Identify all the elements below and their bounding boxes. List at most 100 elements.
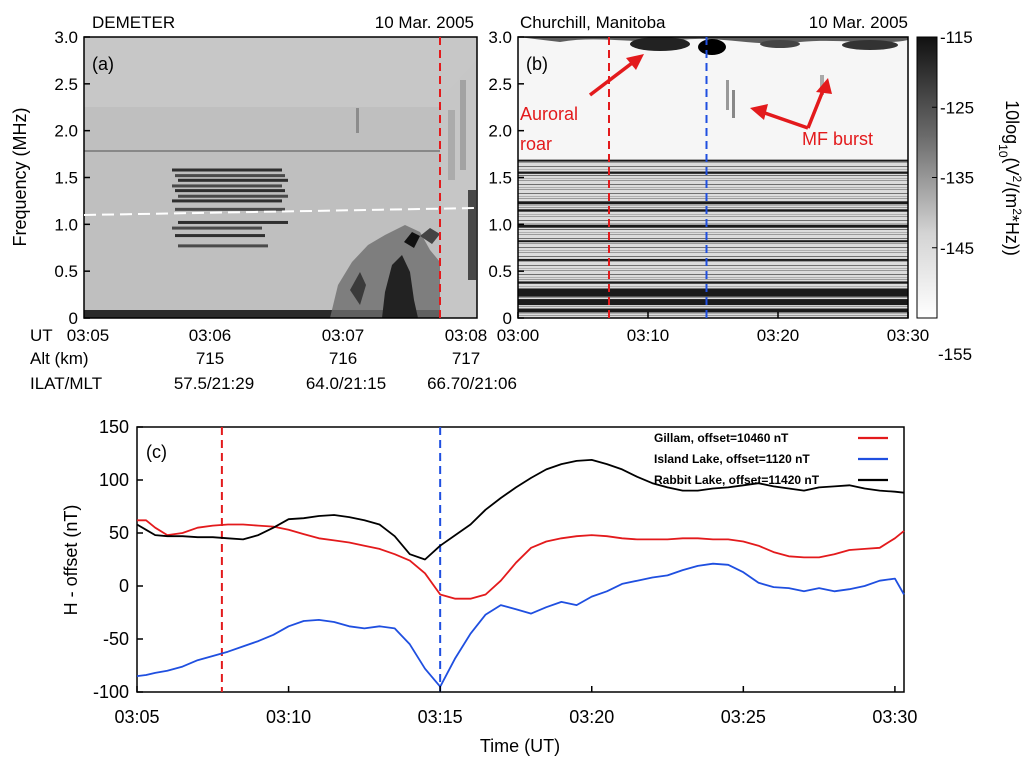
panel-b-y-tick-label: 2.0 — [488, 122, 512, 141]
y-tick-label: -100 — [93, 682, 129, 702]
panel-c-y-label: H - offset (nT) — [61, 505, 81, 616]
series-line — [136, 458, 905, 561]
colorbar-tick-label: -125 — [940, 98, 974, 117]
panel-b-y-ticks: 0 0.5 1.0 1.5 2.0 2.5 3.0 — [488, 28, 524, 328]
ilat-mlt-value: 64.0/21:15 — [306, 374, 386, 393]
auroral-roar-annotation: Auroral roar — [520, 54, 644, 154]
rfi-band — [178, 220, 288, 224]
rfi-band — [175, 207, 285, 211]
panel-a-instrument: DEMETER — [92, 13, 175, 32]
annotation-roar: roar — [520, 134, 552, 154]
series-line — [137, 519, 905, 600]
panel-c-x-ticks: 03:05 03:10 03:15 03:20 03:25 03:30 — [114, 686, 917, 727]
broadcast-band — [518, 209, 908, 212]
rfi-band — [175, 174, 285, 178]
panel-b-y-tick-label: 1.5 — [488, 169, 512, 188]
panel-b-dark-bands — [518, 159, 908, 313]
x-tick-label: 03:05 — [114, 707, 159, 727]
annotation-mf-burst: MF burst — [802, 129, 873, 149]
arrow-head-icon — [626, 54, 644, 70]
rfi-bands — [172, 168, 288, 248]
panel-a-letter: (a) — [92, 54, 114, 74]
arrow-shaft — [761, 110, 809, 130]
panel-a-date: 10 Mar. 2005 — [375, 13, 474, 32]
broadcast-band — [518, 299, 908, 306]
series-line — [136, 562, 905, 688]
rfi-band — [178, 244, 268, 248]
panel-c-x-label: Time (UT) — [480, 736, 560, 756]
broadcast-band — [518, 224, 908, 228]
panel-a-y-tick-label: 1.0 — [54, 215, 78, 234]
colorbar-tick-label: -115 — [940, 28, 973, 47]
y-tick-label: 100 — [99, 470, 129, 490]
arrow-head-icon — [750, 104, 768, 120]
y-tick-label: 150 — [99, 417, 129, 437]
panel-c-y-ticks: -100 -50 0 50 100 150 — [93, 417, 143, 702]
alt-label: Alt (km) — [30, 349, 89, 368]
x-tick-label: 03:25 — [721, 707, 766, 727]
panel-a: DEMETER 10 Mar. 2005 (a) 0 0.5 1.0 1.5 2.0 2.… — [10, 13, 517, 393]
panel-c-letter: (c) — [146, 442, 167, 462]
broadcast-band — [518, 171, 908, 174]
broadcast-band — [518, 159, 908, 162]
colorbar-tick-label: -135 — [940, 169, 974, 188]
panel-b-date: 10 Mar. 2005 — [809, 13, 908, 32]
x-tick-label: 03:10 — [266, 707, 311, 727]
colorbar-ticks: -115 -125 -135 -145 -155 — [932, 28, 974, 364]
colorbar: -115 -125 -135 -145 -155 10log10(V2/(m2*Hz)) — [916, 28, 1024, 364]
panel-a-y-label: Frequency (MHz) — [10, 107, 30, 246]
legend-label: Island Lake, offset=1120 nT — [654, 452, 810, 466]
panel-a-y-tick-label: 1.5 — [54, 169, 78, 188]
panel-a-y-tick-label: 3.0 — [54, 28, 78, 47]
rfi-band — [172, 184, 282, 188]
x-tick-label: 03:15 — [418, 707, 463, 727]
y-tick-label: 0 — [119, 576, 129, 596]
panel-b-letter: (b) — [526, 54, 548, 74]
panel-c-legend: Gillam, offset=10460 nT Island Lake, offs… — [654, 431, 888, 487]
panel-a-y-tick-label: 0.5 — [54, 262, 78, 281]
ut-value: 03:05 — [67, 326, 110, 345]
broadcast-band — [518, 201, 908, 205]
broadcast-band — [518, 281, 908, 284]
arrow-shaft — [806, 87, 826, 129]
legend-label: Gillam, offset=10460 nT — [654, 431, 789, 445]
panel-a-spectrogram — [84, 37, 477, 318]
panel-b-y-tick-label: 0 — [503, 309, 512, 328]
panel-a-y-ticks: 0 0.5 1.0 1.5 2.0 2.5 3.0 — [54, 28, 90, 328]
panel-a-y-tick-label: 2.0 — [54, 122, 78, 141]
colorbar-tick-label: -145 — [940, 239, 974, 258]
annotation-auroral: Auroral — [520, 104, 578, 124]
ut-label: UT — [30, 326, 53, 345]
broadcast-band — [518, 258, 908, 261]
panel-b-x-ticks: 03:00 03:10 03:20 03:30 — [497, 312, 930, 345]
colorbar-tick-label: -155 — [938, 345, 972, 364]
alt-value: 715 — [196, 349, 224, 368]
panel-b-y-tick-label: 3.0 — [488, 28, 512, 47]
arrow-shaft — [588, 58, 638, 97]
ut-value: 03:08 — [445, 326, 488, 345]
rfi-band — [178, 194, 288, 198]
rfi-band — [172, 199, 282, 203]
panel-a-x-rows: UT 03:05 03:06 03:07 03:08 Alt (km) 715 … — [30, 326, 517, 393]
ut-value: 03:06 — [189, 326, 232, 345]
panel-b-y-tick-label: 2.5 — [488, 75, 512, 94]
legend-label: Rabbit Lake, offset=11420 nT — [654, 473, 820, 487]
panel-b-location: Churchill, Manitoba — [520, 13, 666, 32]
x-tick-label: 03:20 — [569, 707, 614, 727]
panel-a-whistler-line — [83, 207, 478, 216]
panel-b-y-tick-label: 1.0 — [488, 215, 512, 234]
y-tick-label: 50 — [109, 523, 129, 543]
panel-a-y-tick-label: 0 — [69, 309, 78, 328]
x-tick-label: 03:30 — [872, 707, 917, 727]
colorbar-label: 10log10(V2/(m2*Hz)) — [996, 100, 1024, 256]
rfi-band — [175, 234, 265, 238]
panel-a-y-tick-label: 2.5 — [54, 75, 78, 94]
panel-b-x-tick-label: 03:00 — [497, 326, 540, 345]
panel-b-x-tick-label: 03:30 — [887, 326, 930, 345]
mf-burst-annotation: MF burst — [750, 78, 873, 149]
panel-b-spectrogram — [518, 37, 908, 318]
panel-b-y-tick-label: 0.5 — [488, 262, 512, 281]
rfi-band — [178, 178, 288, 182]
panel-c-series — [136, 458, 905, 688]
